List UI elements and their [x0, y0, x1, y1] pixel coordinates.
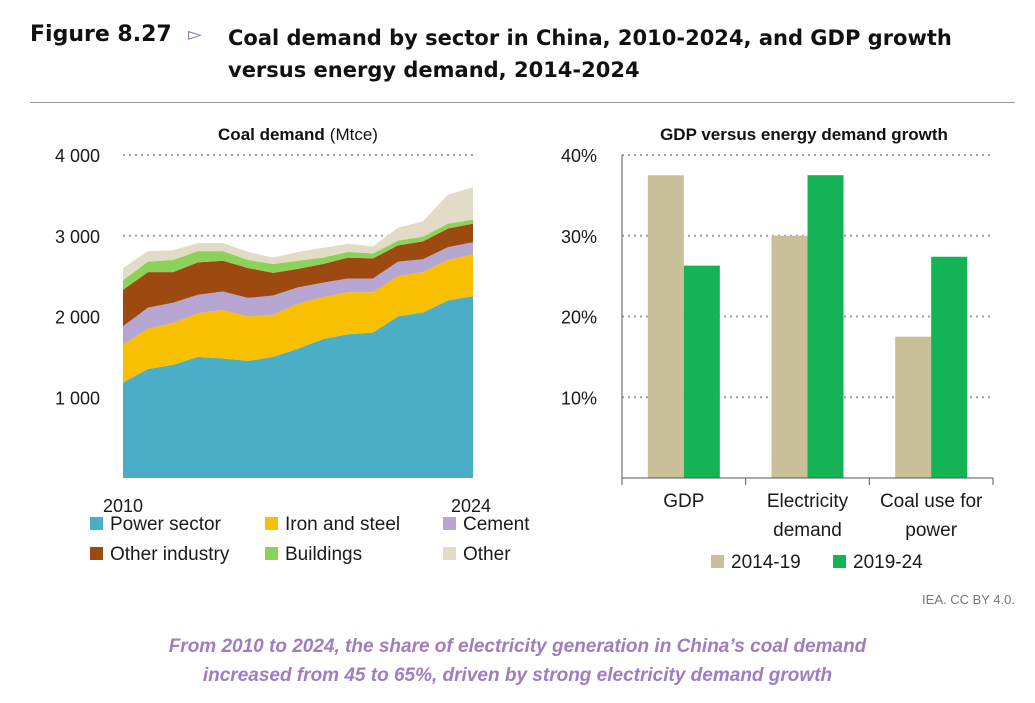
coal-demand-legend: Power sector Iron and steel Cement Other in… [90, 514, 530, 565]
source-credit: IEA. CC BY 4.0. [922, 592, 1015, 607]
legend-label-6: Other [463, 544, 511, 565]
growth-legend-label-2: 2019-24 [853, 552, 923, 573]
growth-bars [647, 175, 968, 478]
coal-demand-title-unit: (Mtce) [330, 125, 378, 144]
area-series-1 [123, 296, 473, 478]
growth-chart: GDP versus energy demand growth 10% 20% 30… [561, 125, 994, 573]
legend-label-1: Power sector [110, 514, 222, 535]
growth-axes [621, 155, 994, 485]
bar-2019-24-group-2 [807, 175, 844, 478]
coal-demand-y-tick-label: 3 000 [55, 227, 100, 247]
legend-swatch-5 [265, 547, 278, 560]
coal-demand-y-tick-label: 1 000 [55, 388, 100, 408]
legend-swatch-3 [443, 517, 456, 530]
bar-2014-19-group-2 [771, 235, 808, 478]
growth-legend-swatch-1 [711, 555, 724, 568]
figure-title-line-2: versus energy demand, 2014-2024 [228, 58, 640, 82]
growth-y-tick-label: 40% [561, 146, 597, 166]
growth-category-label: GDP [663, 491, 704, 512]
coal-demand-x-axis: 2010 2024 [103, 496, 491, 516]
growth-category-label: power [905, 520, 957, 541]
caption-line-2: increased from 45 to 65%, driven by stro… [202, 665, 833, 686]
growth-categories: GDP Electricity demand Coal use for power [663, 491, 983, 541]
growth-category-label: Coal use for [880, 491, 983, 512]
figure-header: Figure 8.27 ▻ Coal demand by sector in C… [30, 20, 1010, 94]
bar-2019-24-group-3 [931, 256, 968, 478]
coal-demand-title-main: Coal demand [218, 125, 325, 144]
figure-title-line-1: Coal demand by sector in China, 2010-202… [228, 26, 952, 50]
bar-2014-19-group-1 [647, 175, 684, 478]
growth-y-axis: 10% 20% 30% 40% [561, 146, 597, 408]
coal-demand-x-label-start: 2010 [103, 496, 143, 516]
coal-demand-y-tick-label: 2 000 [55, 308, 100, 328]
bar-2014-19-group-3 [895, 336, 932, 478]
caption-line-1: From 2010 to 2024, the share of electric… [168, 636, 867, 657]
growth-category-label: demand [773, 520, 842, 541]
coal-demand-y-axis: 1 000 2 000 3 000 4 000 [55, 146, 100, 408]
triangle-arrow-icon: ▻ [188, 24, 202, 44]
area-series-5 [123, 219, 473, 290]
coal-demand-x-label-end: 2024 [451, 496, 491, 516]
header-divider [30, 102, 1015, 103]
figure-charts: Coal demand (Mtce) 1 000 2 000 3 000 4 000 2… [55, 125, 994, 573]
coal-demand-chart-title: Coal demand (Mtce) [218, 125, 378, 144]
legend-label-2: Iron and steel [285, 514, 400, 535]
legend-swatch-2 [265, 517, 278, 530]
bar-2019-24-group-1 [683, 265, 720, 478]
area-series-4 [123, 223, 473, 327]
growth-y-tick-label: 10% [561, 388, 597, 408]
growth-y-tick-label: 30% [561, 227, 597, 247]
growth-chart-title: GDP versus energy demand growth [660, 125, 948, 144]
growth-legend: 2014-19 2019-24 [711, 552, 923, 573]
legend-label-5: Buildings [285, 544, 362, 565]
growth-legend-label-1: 2014-19 [731, 552, 801, 573]
growth-category-label: Electricity [767, 491, 849, 512]
coal-demand-y-tick-label: 4 000 [55, 146, 100, 166]
area-series-3 [123, 242, 473, 345]
legend-swatch-1 [90, 517, 103, 530]
legend-label-4: Other industry [110, 544, 230, 565]
coal-demand-chart: Coal demand (Mtce) 1 000 2 000 3 000 4 000 2… [55, 125, 530, 565]
growth-y-tick-label: 20% [561, 308, 597, 328]
area-series-2 [123, 254, 473, 383]
coal-demand-areas [123, 187, 473, 478]
figure-caption: From 2010 to 2024, the share of electric… [0, 632, 1035, 690]
growth-legend-swatch-2 [833, 555, 846, 568]
figure-title: Coal demand by sector in China, 2010-202… [228, 22, 1008, 86]
legend-swatch-4 [90, 547, 103, 560]
figure-label: Figure 8.27 [30, 22, 172, 47]
legend-label-3: Cement [463, 514, 530, 535]
legend-swatch-6 [443, 547, 456, 560]
area-series-6 [123, 187, 473, 281]
